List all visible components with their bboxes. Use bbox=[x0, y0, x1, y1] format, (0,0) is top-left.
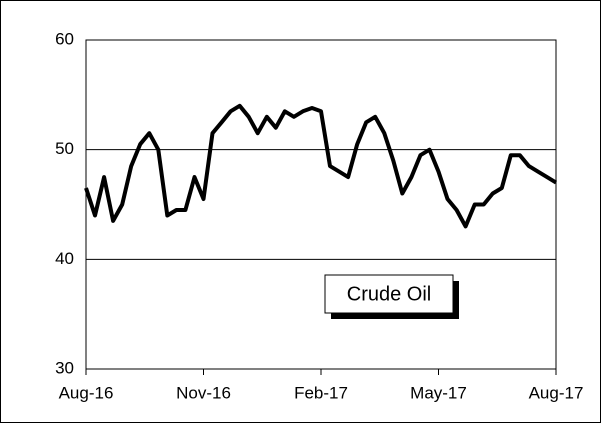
y-tick-label: 60 bbox=[55, 29, 74, 48]
annotation-box bbox=[324, 274, 454, 314]
x-tick-label: Aug-16 bbox=[59, 383, 114, 402]
y-tick-label: 40 bbox=[55, 249, 74, 268]
x-tick-label: Feb-17 bbox=[294, 383, 348, 402]
annotation: Crude Oil bbox=[347, 283, 431, 305]
series-line bbox=[84, 103, 558, 229]
x-tick-label: Nov-16 bbox=[176, 383, 231, 402]
y-tick-label: 30 bbox=[55, 358, 74, 377]
x-tick-label: May-17 bbox=[410, 383, 467, 402]
x-tick-label: Aug-17 bbox=[529, 383, 584, 402]
y-tick-label: 50 bbox=[55, 139, 74, 158]
